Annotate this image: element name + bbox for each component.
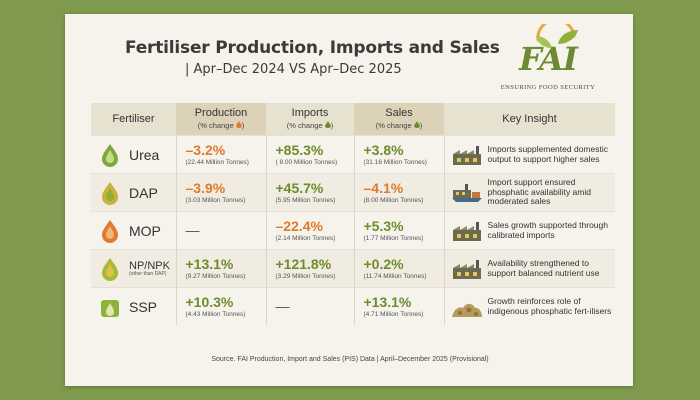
orange-down-drop-icon — [235, 121, 242, 128]
insight-cell: Import support ensured phosphatic availa… — [443, 173, 615, 212]
fertiliser-name: MOP — [129, 222, 161, 239]
imports-cell: +45.7% (5.95 Million Tonnes) — [265, 173, 354, 212]
imports-cell: +121.8% (3.29 Million Tonnes) — [265, 249, 354, 288]
fertiliser-cell: NP/NPK (other than DAP) — [91, 249, 176, 288]
insight-cell: Growth reinforces role of indigenous pho… — [443, 287, 615, 325]
sales-change: –4.1% — [363, 180, 404, 196]
table-row: Urea –3.2% (22.44 Million Tonnes) +85.3%… — [91, 135, 615, 174]
production-tonnes: (22.44 Million Tonnes) — [185, 159, 249, 166]
fertiliser-name: DAP — [129, 184, 158, 201]
fertiliser-name: SSP — [129, 298, 158, 315]
fai-logo-icon — [536, 24, 578, 48]
insight-text: Availability strengthened to support bal… — [487, 257, 600, 278]
imports-tonnes: (3.29 Million Tonnes) — [275, 273, 336, 280]
col-header-production: Production (% change ) — [176, 103, 266, 136]
sales-tonnes: (4.71 Million Tonnes) — [363, 311, 424, 318]
fertiliser-name-block: NP/NPK (other than DAP) — [129, 259, 170, 277]
imports-tonnes: ( 8.00 Million Tonnes) — [275, 159, 338, 166]
fertiliser-note: (other than DAP) — [129, 270, 167, 277]
page-title: Fertiliser Production, Imports and Sales — [125, 38, 500, 58]
production-change: +13.1% — [185, 256, 234, 272]
sales-tonnes: (8.00 Million Tonnes) — [363, 197, 424, 204]
insight-text: Import support ensured phosphatic availa… — [487, 176, 591, 207]
production-tonnes: (4.43 Million Tonnes) — [185, 311, 246, 318]
logo-tagline: ENSURING FOOD SECURITY — [500, 84, 596, 91]
fertiliser-cell: DAP — [91, 173, 176, 212]
table-header-row: Fertiliser Production (% change ) Import… — [91, 103, 615, 136]
col-header-fertiliser: Fertiliser — [91, 103, 176, 136]
production-cell: — — [175, 211, 266, 250]
insight-cell: Sales growth supported through calibrate… — [443, 211, 615, 250]
sales-tonnes: (31.16 Million Tonnes) — [363, 159, 427, 166]
fertiliser-name: NP/NPK — [129, 259, 170, 272]
production-cell: –3.2% (22.44 Million Tonnes) — [175, 135, 266, 174]
sales-cell: +13.1% (4.71 Million Tonnes) — [353, 287, 444, 325]
sales-cell: +0.2% (11.74 Million Tonnes) — [353, 249, 444, 288]
green-box-icon — [101, 299, 119, 317]
fertiliser-cell: MOP — [91, 211, 176, 250]
sales-tonnes: (1.77 Million Tonnes) — [363, 235, 424, 242]
col-header-key-insight: Key Insight — [444, 103, 615, 136]
sales-cell: +5.3% (1.77 Million Tonnes) — [353, 211, 444, 250]
imports-tonnes: (5.95 Million Tonnes) — [275, 197, 336, 204]
page-subtitle: | Apr–Dec 2024 VS Apr–Dec 2025 — [185, 62, 402, 77]
imports-change: –22.4% — [275, 218, 323, 234]
fertiliser-cell: SSP — [91, 287, 176, 325]
imports-change: +85.3% — [275, 142, 324, 158]
fertiliser-name: Urea — [129, 146, 160, 163]
logo-text: FAI — [519, 40, 578, 78]
sales-cell: +3.8% (31.16 Million Tonnes) — [353, 135, 444, 174]
factory-icon — [452, 259, 481, 279]
production-change: –3.2% — [185, 142, 226, 158]
fertiliser-cell: Urea — [91, 135, 176, 174]
production-tonnes: (3.03 Million Tonnes) — [185, 197, 246, 204]
imports-change: +45.7% — [275, 180, 324, 196]
col-header-sales: Sales (% change ) — [354, 103, 444, 136]
table-row: DAP –3.9% (3.03 Million Tonnes) +45.7% (… — [91, 173, 615, 212]
imports-cell: –22.4% (2.14 Million Tonnes) — [265, 211, 354, 250]
imports-tonnes: (2.14 Million Tonnes) — [275, 235, 336, 242]
sales-change: +0.2% — [363, 256, 404, 272]
production-tonnes: (9.27 Million Tonnes) — [185, 273, 246, 280]
source-note: Source. FAI Production, Import and Sales… — [211, 356, 489, 363]
imports-cell: — — [265, 287, 354, 325]
green-up-drop-icon — [324, 121, 331, 128]
sales-tonnes: (11.74 Million Tonnes) — [363, 273, 427, 280]
imports-change: +121.8% — [275, 256, 332, 272]
orange-drop-icon — [102, 219, 118, 243]
yellow-drop-icon — [102, 181, 118, 205]
production-cell: –3.9% (3.03 Million Tonnes) — [175, 173, 266, 212]
sales-change: +5.3% — [363, 218, 404, 234]
table-row: MOP — –22.4% (2.14 Million Tonnes) +5.3%… — [91, 211, 615, 250]
insight-cell: Availability strengthened to support bal… — [443, 249, 615, 288]
factory-ship-icon — [451, 184, 482, 203]
factory-icon — [452, 145, 481, 165]
insight-text: Imports supplemented domestic output to … — [487, 143, 608, 164]
col-header-imports: Imports (% change ) — [266, 103, 354, 136]
green-drop-icon — [102, 143, 118, 167]
insight-cell: Imports supplemented domestic output to … — [443, 135, 615, 174]
imports-cell: +85.3% ( 8.00 Million Tonnes) — [265, 135, 354, 174]
insight-text: Growth reinforces role of indigenous pho… — [487, 295, 612, 316]
insight-text: Sales growth supported through calibrate… — [487, 219, 609, 240]
sales-change: +3.8% — [363, 142, 404, 158]
production-change: — — [185, 221, 200, 238]
table-row: SSP +10.3% (4.43 Million Tonnes) — +13.1… — [91, 287, 615, 325]
green-yellow-drop-icon — [102, 257, 118, 281]
sales-change: +13.1% — [363, 294, 412, 310]
factory-icon — [452, 221, 481, 241]
green-up-drop-icon — [413, 121, 420, 128]
production-change: –3.9% — [185, 180, 226, 196]
table-row: NP/NPK (other than DAP) +13.1% (9.27 Mil… — [91, 249, 615, 288]
rock-pile-icon — [451, 303, 482, 317]
production-change: +10.3% — [185, 294, 234, 310]
imports-change: — — [275, 297, 290, 314]
production-cell: +13.1% (9.27 Million Tonnes) — [175, 249, 266, 288]
production-cell: +10.3% (4.43 Million Tonnes) — [175, 287, 266, 325]
fertiliser-table: Fertiliser Production (% change ) Import… — [91, 103, 615, 325]
sales-cell: –4.1% (8.00 Million Tonnes) — [353, 173, 444, 212]
